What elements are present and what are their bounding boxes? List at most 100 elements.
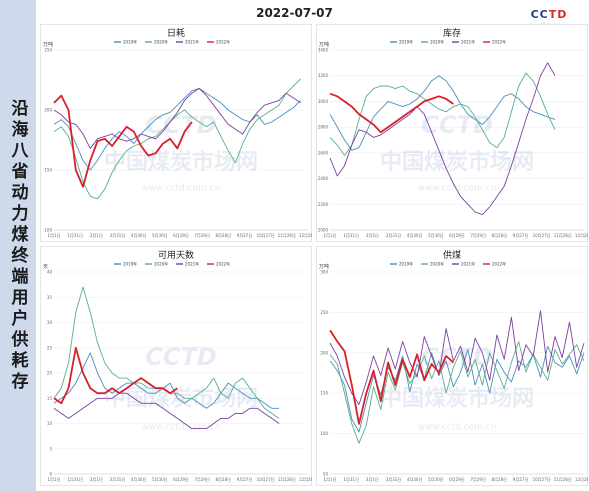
days-xtick-label: 10月27日: [257, 477, 275, 482]
inventory-xtick-label: 3月31日: [386, 233, 402, 238]
supply-series-line-2021: [329, 310, 585, 405]
inventory-watermark-url: www.cctd.com.cn: [418, 183, 497, 193]
inventory-title: 库存: [443, 27, 461, 39]
consumption-series-line-2022: [53, 94, 193, 188]
supply-ytick-label: 300: [320, 270, 328, 275]
consumption-legend-label-2019: 2019年: [123, 39, 137, 45]
inventory-legend-label-2019: 2019年: [399, 39, 413, 45]
supply-xtick-label: 1月1日: [323, 477, 336, 482]
supply-legend-label-2021: 2021年: [461, 261, 475, 267]
consumption-xtick-label: 1月1日: [47, 233, 60, 238]
days-ytick-label: 35: [47, 295, 53, 300]
consumption-xtick-label: 3月1日: [90, 233, 103, 238]
inventory-xtick-label: 11月26日: [554, 233, 572, 238]
supply-ytick-label: 100: [320, 431, 328, 436]
consumption-legend-label-2022: 2022年: [216, 39, 230, 45]
consumption-legend-label-2020: 2020年: [154, 39, 168, 45]
inventory-xtick-label: 1月1日: [323, 233, 336, 238]
days-legend-label-2021: 2021年: [185, 261, 199, 267]
inventory-xtick-label: 8月28日: [492, 233, 508, 238]
supply-xtick-label: 9月27日: [513, 477, 529, 482]
consumption-watermark-brand: 中国煤炭市场网: [104, 149, 258, 175]
supply-xtick-label: 10月27日: [533, 477, 551, 482]
inventory-ytick-label: 2800: [318, 125, 329, 130]
consumption-frame: [40, 24, 312, 242]
consumption-xtick-label: 12月26日: [299, 233, 312, 238]
supply-frame: [316, 246, 588, 486]
consumption-ytick-label: 250: [44, 48, 52, 53]
sidebar-title: 沿海八省动力煤终端用户供耗存: [7, 98, 28, 393]
inventory-ytick-label: 2600: [318, 150, 329, 155]
days-xtick-label: 3月1日: [90, 477, 103, 482]
supply-series-line-2020: [329, 341, 585, 444]
days-ytick-label: 20: [47, 371, 53, 376]
inventory-series-line-2019: [329, 75, 556, 151]
supply-series-line-2019: [329, 345, 585, 433]
days-legend-label-2020: 2020年: [154, 261, 168, 267]
consumption-xtick-label: 9月27日: [237, 233, 253, 238]
supply-watermark-url: www.cctd.com.cn: [418, 423, 497, 433]
consumption-xtick-label: 5月30日: [152, 233, 168, 238]
consumption-unit-label: 万吨: [43, 41, 53, 48]
consumption-ytick-label: 150: [44, 168, 52, 173]
inventory-ytick-label: 3400: [318, 48, 329, 53]
supply-xtick-label: 3月31日: [386, 477, 402, 482]
days-xtick-label: 12月26日: [299, 477, 312, 482]
days-ytick-label: 15: [47, 396, 53, 401]
supply-unit-label: 万吨: [319, 263, 329, 270]
days-title: 可用天数: [158, 249, 194, 261]
inventory-series-line-2021: [329, 62, 556, 216]
consumption-xtick-label: 6月29日: [173, 233, 189, 238]
days-xtick-label: 1月1日: [47, 477, 60, 482]
inventory-xtick-label: 9月27日: [513, 233, 529, 238]
cctd-logo-mark-b: TD: [548, 8, 568, 21]
consumption-xtick-label: 1月31日: [67, 233, 83, 238]
days-xtick-label: 8月28日: [216, 477, 232, 482]
supply-ytick-label: 150: [320, 391, 328, 396]
chart-coal-supply: 50 100 150 200 250 300 1月1日 1月31日 3月1日 3月31日 4月30日…: [316, 246, 588, 486]
inventory-unit-label: 万吨: [319, 41, 329, 48]
chart-daily-consumption: 100 150 200 250 1月1日 1月31日 3月1日 3月31日 4月30日 5月30日…: [40, 24, 312, 242]
inventory-xtick-label: 7月29日: [470, 233, 486, 238]
cctd-logo-mark: CCTD: [527, 8, 571, 21]
supply-xtick-label: 1月31日: [343, 477, 359, 482]
inventory-watermark-brand: 中国煤炭市场网: [380, 149, 534, 175]
supply-series-line-2022: [329, 329, 454, 425]
inventory-xtick-label: 4月30日: [407, 233, 423, 238]
supply-title: 供煤: [443, 249, 461, 261]
inventory-series-line-2022: [329, 92, 454, 134]
inventory-xtick-label: 10月27日: [533, 233, 551, 238]
days-ytick-label: 30: [47, 320, 53, 325]
consumption-ytick-label: 100: [44, 228, 52, 233]
days-watermark-logo: CCTD: [145, 343, 217, 371]
supply-legend-label-2019: 2019年: [399, 261, 413, 267]
inventory-legend-label-2022: 2022年: [492, 39, 506, 45]
days-xtick-label: 6月29日: [173, 477, 189, 482]
days-watermark-url: www.cctd.com.cn: [142, 423, 221, 433]
consumption-series-line-2021: [53, 87, 301, 149]
consumption-xtick-label: 10月27日: [257, 233, 275, 238]
consumption-xtick-label: 7月29日: [194, 233, 210, 238]
inventory-series-line-2020: [329, 72, 556, 156]
consumption-xtick-label: 11月26日: [278, 233, 296, 238]
supply-xtick-label: 5月30日: [428, 477, 444, 482]
days-watermark-brand: 中国煤炭市场网: [104, 385, 258, 411]
days-unit-label: 天: [43, 264, 48, 270]
supply-xtick-label: 6月29日: [449, 477, 465, 482]
days-series-line-2022: [53, 346, 178, 405]
supply-xtick-label: 3月1日: [366, 477, 379, 482]
report-date: 2022-07-07: [256, 6, 333, 20]
consumption-watermark-logo: CCTD: [145, 111, 217, 139]
days-xtick-label: 11月26日: [278, 477, 296, 482]
consumption-xtick-label: 3月31日: [110, 233, 126, 238]
inventory-ytick-label: 2400: [318, 176, 329, 181]
inventory-ytick-label: 2200: [318, 202, 329, 207]
days-ytick-label: 5: [49, 446, 52, 451]
days-ytick-label: 25: [47, 345, 53, 350]
supply-ytick-label: 250: [320, 310, 328, 315]
consumption-series-line-2020: [53, 78, 302, 200]
supply-xtick-label: 7月29日: [470, 477, 486, 482]
inventory-xtick-label: 3月1日: [366, 233, 379, 238]
days-series-line-2019: [53, 352, 279, 409]
supply-xtick-label: 12月26日: [575, 477, 588, 482]
